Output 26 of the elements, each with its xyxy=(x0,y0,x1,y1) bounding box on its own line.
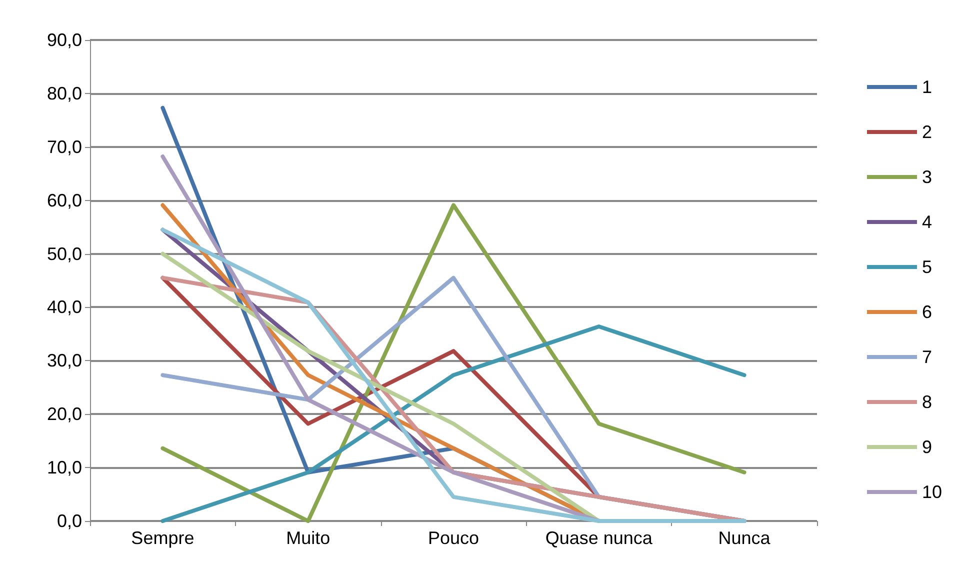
x-tick-label: Muito xyxy=(286,528,330,548)
legend-label: 2 xyxy=(922,122,932,142)
legend-label: 9 xyxy=(922,437,932,457)
y-tick-label: 90,0 xyxy=(46,30,82,50)
legend-label: 3 xyxy=(922,167,932,187)
legend-label: 5 xyxy=(922,257,932,277)
y-tick-label: 50,0 xyxy=(46,244,82,264)
y-tick-label: 30,0 xyxy=(46,350,82,371)
y-tick-label: 70,0 xyxy=(46,136,82,157)
x-tick-label: Nunca xyxy=(718,528,772,548)
legend-label: 1 xyxy=(922,77,932,97)
y-tick-label: 60,0 xyxy=(46,190,82,210)
legend-label: 10 xyxy=(922,482,942,502)
y-tick-label: 80,0 xyxy=(46,83,82,104)
legend-label: 7 xyxy=(922,347,932,367)
legend-label: 6 xyxy=(922,302,932,322)
x-tick-label: Pouco xyxy=(428,528,480,548)
line-series xyxy=(160,324,746,523)
y-tick-label: 20,0 xyxy=(46,404,82,424)
y-tick-label: 10,0 xyxy=(46,458,82,478)
y-tick-label: 0,0 xyxy=(56,511,82,531)
legend-label: 4 xyxy=(922,212,932,232)
y-tick-label: 40,0 xyxy=(46,297,82,318)
legend-label: 8 xyxy=(922,392,932,412)
x-tick-label: Sempre xyxy=(131,528,194,548)
x-tick-label: Quase nunca xyxy=(545,528,654,548)
